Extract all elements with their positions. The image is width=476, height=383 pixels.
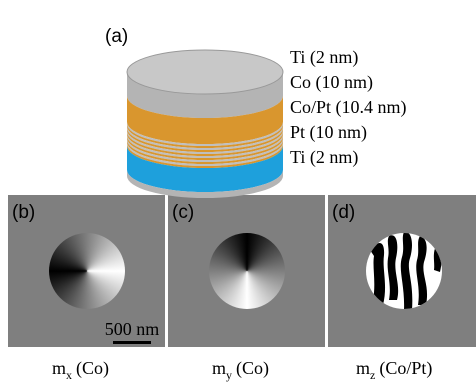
layer-label: Co (10 nm) bbox=[290, 72, 373, 93]
layer-label: Ti (2 nm) bbox=[290, 147, 358, 168]
caption: mx(Co) bbox=[52, 358, 109, 382]
scale-bar bbox=[113, 341, 151, 344]
figure: (a) Ti (2 nm) Co (10 nm) Co/Pt (10.4 nm)… bbox=[0, 0, 476, 383]
panel-label: (b) bbox=[12, 202, 35, 223]
overlay: (a) Ti (2 nm) Co (10 nm) Co/Pt (10.4 nm)… bbox=[0, 0, 476, 383]
scale-bar-label: 500 nm bbox=[105, 319, 160, 339]
layer-label: Pt (10 nm) bbox=[290, 122, 367, 143]
layer-label: Ti (2 nm) bbox=[290, 47, 358, 68]
panel-label: (d) bbox=[332, 202, 355, 223]
caption: mz(Co/Pt) bbox=[356, 358, 432, 382]
top-face bbox=[127, 50, 283, 94]
layer-labels: Ti (2 nm) Co (10 nm) Co/Pt (10.4 nm) Pt … bbox=[290, 47, 407, 168]
caption: my(Co) bbox=[212, 358, 269, 382]
sample-stack bbox=[127, 50, 283, 198]
captions: mx(Co) my(Co) mz(Co/Pt) bbox=[52, 358, 432, 382]
layer-label: Co/Pt (10.4 nm) bbox=[290, 97, 407, 118]
panel-label: (a) bbox=[105, 26, 128, 47]
panel-label: (c) bbox=[172, 202, 194, 223]
